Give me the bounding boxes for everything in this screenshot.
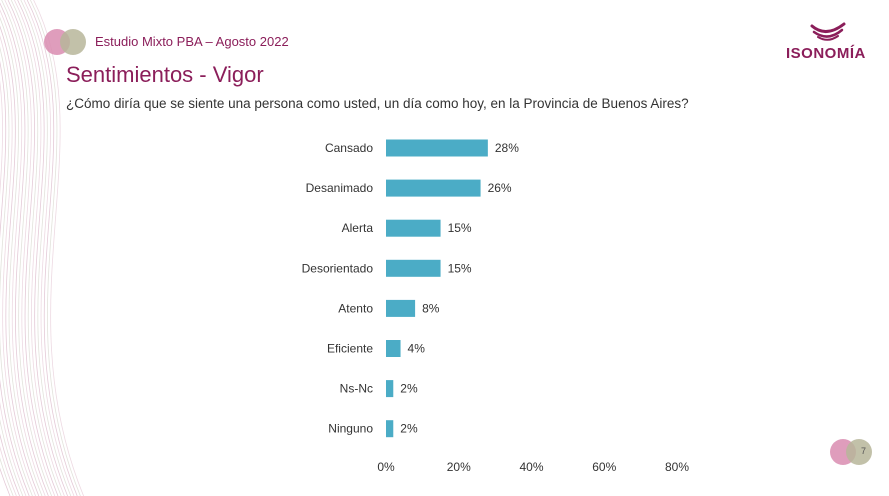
bar xyxy=(386,179,481,197)
decorative-line xyxy=(0,16,43,496)
category-label: Ninguno xyxy=(328,422,373,436)
value-label: 2% xyxy=(400,382,418,396)
value-label: 28% xyxy=(495,141,519,155)
brand-logo-icon xyxy=(810,22,846,41)
category-label: Cansado xyxy=(325,141,373,155)
category-label: Ns-Nc xyxy=(340,382,373,396)
value-label: 15% xyxy=(448,261,472,275)
decorative-line xyxy=(0,46,33,496)
decorative-line xyxy=(20,0,72,496)
decorative-line xyxy=(10,0,62,496)
bar xyxy=(386,139,488,157)
decorative-line xyxy=(7,0,59,496)
decorative-line xyxy=(14,0,65,496)
decorative-line xyxy=(23,0,75,496)
decorative-line xyxy=(0,25,40,496)
category-label: Desanimado xyxy=(306,181,374,195)
bar xyxy=(386,420,394,438)
decorative-line xyxy=(0,34,36,496)
decorative-line xyxy=(0,9,46,496)
value-label: 4% xyxy=(408,342,426,356)
bar xyxy=(386,299,416,317)
decorative-line xyxy=(0,60,30,496)
x-tick-label: 0% xyxy=(377,460,395,474)
decorative-line xyxy=(30,0,81,496)
category-label: Atento xyxy=(338,301,373,315)
bar xyxy=(386,340,401,357)
bar xyxy=(386,380,394,398)
value-label: 8% xyxy=(422,301,440,315)
category-label: Alerta xyxy=(342,221,374,235)
value-label: 2% xyxy=(400,422,418,436)
decorative-line xyxy=(0,2,49,496)
decorative-line xyxy=(4,0,56,496)
x-tick-label: 40% xyxy=(519,460,543,474)
bar xyxy=(386,219,441,237)
header-logo-circles xyxy=(44,29,86,55)
x-tick-label: 20% xyxy=(447,460,471,474)
value-label: 15% xyxy=(448,221,472,235)
x-tick-label: 60% xyxy=(592,460,616,474)
page-number: 7 xyxy=(861,446,867,456)
decorative-line xyxy=(26,0,78,496)
decorative-line xyxy=(17,0,68,496)
x-tick-label: 80% xyxy=(665,460,689,474)
decorative-line xyxy=(1,0,52,496)
study-label: Estudio Mixto PBA – Agosto 2022 xyxy=(95,34,289,49)
value-label: 26% xyxy=(488,181,512,195)
category-label: Eficiente xyxy=(327,342,373,356)
brand-name: ISONOMÍA xyxy=(786,45,866,62)
footer-logo-circles xyxy=(830,439,872,465)
bar xyxy=(386,259,441,277)
page-title: Sentimientos - Vigor xyxy=(66,62,264,87)
page-subtitle: ¿Cómo diría que se siente una persona co… xyxy=(66,96,689,111)
decorative-line xyxy=(0,80,27,496)
category-label: Desorientado xyxy=(302,261,374,275)
decorative-line xyxy=(33,0,84,496)
